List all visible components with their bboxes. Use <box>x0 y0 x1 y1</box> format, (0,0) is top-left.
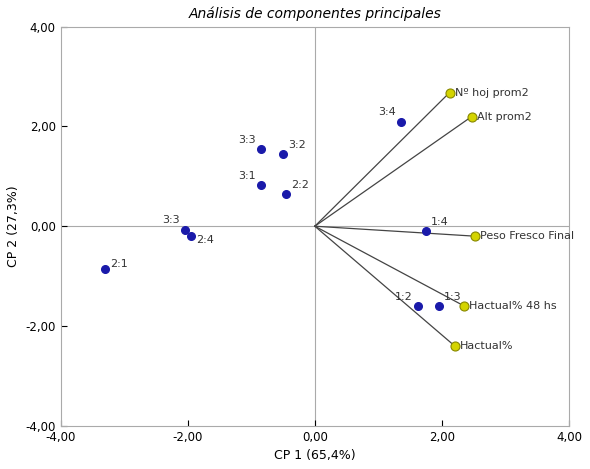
X-axis label: CP 1 (65,4%): CP 1 (65,4%) <box>274 449 356 462</box>
Text: Nº hoj prom2: Nº hoj prom2 <box>455 88 529 98</box>
Y-axis label: CP 2 (27,3%): CP 2 (27,3%) <box>7 185 20 267</box>
Text: 3:2: 3:2 <box>288 140 306 150</box>
Text: 3:3: 3:3 <box>238 135 255 145</box>
Text: 1:4: 1:4 <box>431 217 449 227</box>
Text: 2:1: 2:1 <box>110 258 128 269</box>
Text: Alt prom2: Alt prom2 <box>477 112 532 121</box>
Text: 2:2: 2:2 <box>291 180 309 190</box>
Text: 3:3: 3:3 <box>162 215 179 225</box>
Text: 3:1: 3:1 <box>238 171 255 182</box>
Title: Análisis de componentes principales: Análisis de componentes principales <box>188 7 441 22</box>
Text: Peso Fresco Final: Peso Fresco Final <box>480 231 574 241</box>
Text: 1:2: 1:2 <box>395 292 412 302</box>
Text: 1:3: 1:3 <box>444 292 461 302</box>
Text: Hactual%: Hactual% <box>460 341 513 351</box>
Text: Hactual% 48 hs: Hactual% 48 hs <box>469 301 557 311</box>
Text: 2:4: 2:4 <box>196 235 214 245</box>
Text: 3:4: 3:4 <box>378 106 395 116</box>
